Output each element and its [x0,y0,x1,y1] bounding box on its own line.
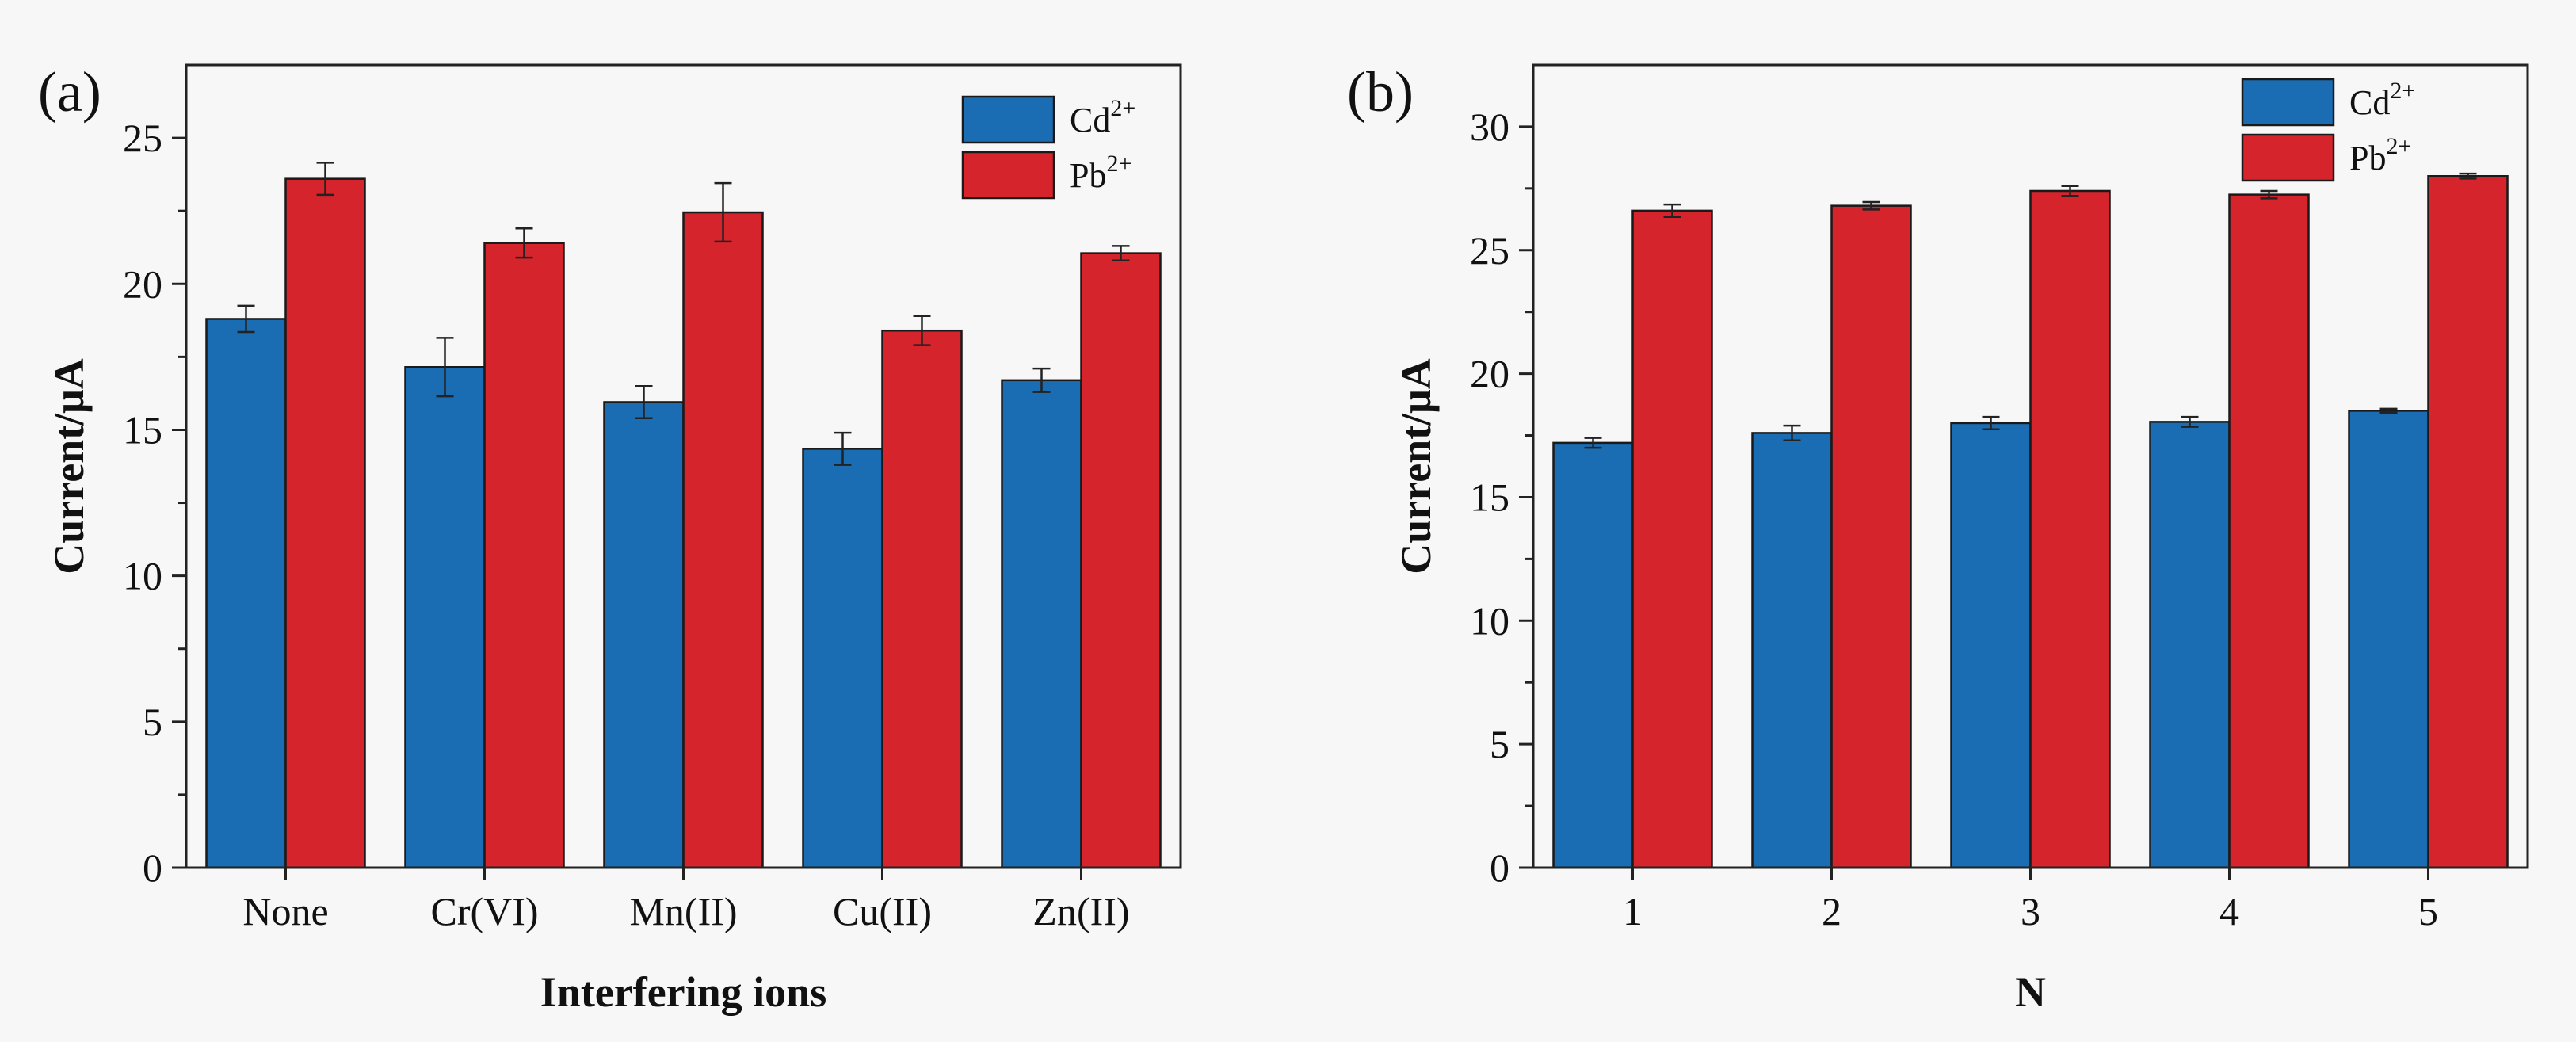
y-tick-label-10: 10 [123,554,162,598]
bar-cd-2 [404,366,486,869]
x-tick-label-4: 4 [2219,889,2239,933]
chart-panel-1: (a) None Cr(VI) Mn(II) Cu(II) Zn(II) 0 5 10 15 20 2… [38,60,1182,1016]
error-bar-cd-1 [1584,437,1602,449]
bar-cd-1 [205,318,287,869]
bar-cd-3 [603,401,685,869]
x-tick-label-3: 3 [2021,889,2040,933]
bar-cd-5 [1001,379,1082,869]
error-bar-cd-3 [635,384,653,419]
legend-item-cd: Cd2+ [2241,78,2415,127]
y-tick-label-15: 15 [123,407,162,452]
bar-cd-4 [802,448,883,869]
bar-pb-1 [1631,209,1713,869]
error-bar-cd-5 [2379,407,2398,414]
legend-item-pb: Pb2+ [2241,133,2411,182]
bar-cd-2 [1751,432,1833,869]
legend: Cd2+Pb2+ [961,95,1135,200]
legend-label-name: Pb [2349,139,2386,177]
legend-label: Cd2+ [1070,95,1135,139]
error-bar-pb-2 [515,227,533,259]
x-tick-label-5: Zn(II) [1032,889,1129,933]
legend-swatch [2241,133,2335,182]
bar-cd-5 [2348,410,2429,869]
legend-swatch [961,95,1055,144]
error-bar-pb-1 [1663,203,1681,218]
legend: Cd2+Pb2+ [2241,78,2415,182]
y-tick-label-5: 5 [143,700,162,744]
error-bar-pb-3 [714,181,732,243]
y-axis-title: Current/μA [45,358,93,574]
legend-item-cd: Cd2+ [961,95,1135,144]
legend-label-name: Pb [1070,156,1106,195]
y-tick-label-5: 5 [1490,722,1509,766]
bars-group [1552,172,2509,869]
bar-pb-5 [2427,175,2509,869]
x-tick-label-2: Cr(VI) [430,889,538,933]
error-bar-pb-2 [1862,200,1880,211]
y-tick-label-20: 20 [1470,352,1509,396]
bar-cd-4 [2149,421,2231,869]
x-axis-title: Interfering ions [540,968,826,1016]
bar-cd-1 [1552,441,1634,869]
y-tick-label-10: 10 [1470,598,1509,643]
x-axis-title: N [2015,968,2046,1016]
error-bar-pb-5 [2459,172,2477,180]
y-axis-title: Current/μA [1392,358,1440,574]
plot-frame [185,63,1182,869]
plot-frame [1532,63,2529,869]
bar-pb-3 [2029,189,2111,869]
error-bar-cd-2 [436,337,454,398]
legend-label-name: Cd [2349,83,2390,122]
y-tick-label-25: 25 [1470,228,1509,273]
legend-label-superscript: 2+ [2386,133,2411,159]
error-bar-cd-1 [237,304,255,334]
y-tick-label-20: 20 [123,261,162,306]
bar-pb-1 [284,177,366,869]
bar-pb-4 [881,329,963,869]
bar-pb-5 [1080,252,1162,869]
y-tick-label-0: 0 [1490,845,1509,890]
error-bar-cd-2 [1783,424,1801,442]
x-tick-label-1: 1 [1623,889,1643,933]
error-bar-cd-3 [1982,415,2000,430]
legend-label-name: Cd [1070,101,1110,139]
x-tick-label-4: Cu(II) [833,889,932,933]
y-tick-label-25: 25 [123,116,162,160]
legend-label: Pb2+ [2349,133,2411,177]
error-bar-pb-4 [913,315,931,346]
error-bar-pb-1 [316,162,334,197]
error-bar-cd-4 [2181,415,2199,428]
bars-group [205,162,1162,869]
legend-label-superscript: 2+ [1106,151,1132,177]
legend-label: Cd2+ [2349,78,2415,122]
error-bar-pb-4 [2260,189,2278,200]
error-bar-pb-3 [2061,185,2079,197]
error-bar-cd-5 [1032,367,1051,393]
error-bar-cd-4 [834,431,852,466]
error-bar-pb-5 [1112,245,1130,262]
bar-pb-2 [483,242,565,869]
bar-pb-2 [1830,204,1912,869]
legend-label-superscript: 2+ [1110,95,1135,121]
legend-label-superscript: 2+ [2390,78,2415,104]
y-tick-label-30: 30 [1470,105,1509,149]
x-tick-label-1: None [242,889,328,933]
x-tick-label-2: 2 [1822,889,1841,933]
legend-item-pb: Pb2+ [961,151,1132,200]
x-tick-label-5: 5 [2418,889,2438,933]
legend-label: Pb2+ [1070,151,1132,195]
panel-label: (b) [1347,60,1414,124]
bar-pb-3 [682,211,764,869]
panel-label: (a) [38,60,101,124]
legend-swatch [2241,78,2335,127]
bar-cd-3 [1950,422,2032,869]
bar-pb-4 [2228,193,2310,869]
legend-swatch [961,151,1055,200]
y-tick-label-0: 0 [143,845,162,890]
x-tick-label-3: Mn(II) [629,889,737,933]
y-tick-label-15: 15 [1470,475,1509,519]
